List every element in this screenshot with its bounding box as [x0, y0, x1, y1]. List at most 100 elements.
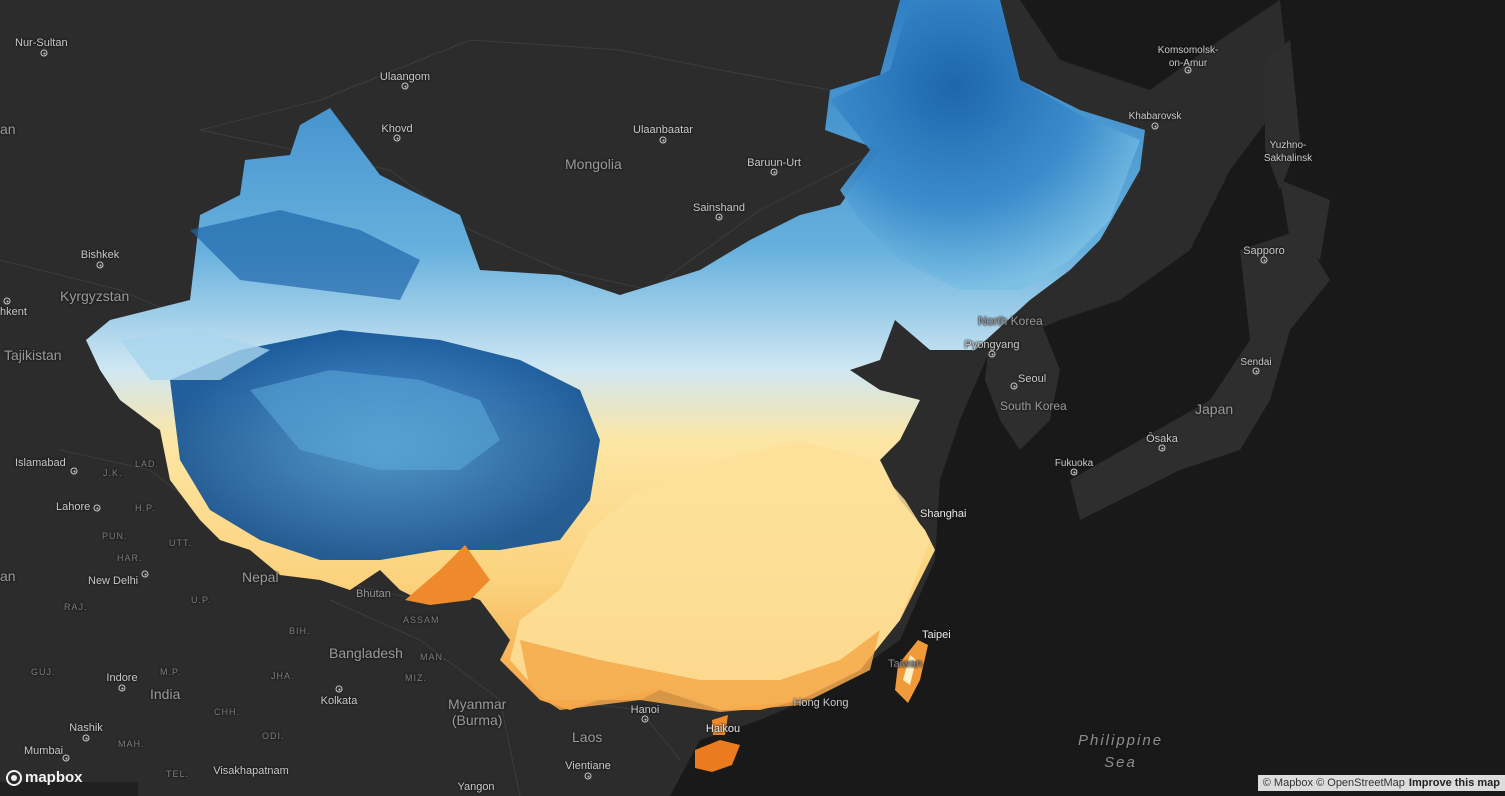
city-label-shanghai: Shanghai — [920, 508, 967, 520]
city-dot-icon — [70, 467, 78, 475]
country-label-india: India — [150, 686, 181, 702]
city-label-komsomolsk: Komsomolsk- on-Amur — [1157, 45, 1219, 69]
city-label-vientiane: Vientiane — [565, 760, 611, 772]
city-label-khovd: Khovd — [381, 123, 413, 135]
mapbox-logo-text: mapbox — [25, 769, 83, 786]
city-dot-icon — [62, 754, 70, 762]
state-label-mah: MAH. — [118, 739, 145, 749]
city-label-sainshand: Sainshand — [693, 202, 745, 214]
label-west-edge: an — [0, 121, 16, 137]
warm-zone-south — [510, 440, 930, 710]
country-label-laos: Laos — [572, 729, 603, 745]
island-hainan — [695, 740, 740, 772]
city-label-nashik: Nashik — [69, 722, 103, 734]
city-label-hong-kong: Hong Kong — [793, 697, 849, 709]
city-label-sapporo: Sapporo — [1243, 245, 1285, 257]
state-label-har: HAR. — [117, 553, 143, 563]
city-label-osaka: Ōsaka — [1146, 433, 1178, 445]
city-dot-icon — [118, 684, 126, 692]
state-label-man: MAN. — [420, 652, 447, 662]
city-dot-icon — [1260, 256, 1268, 264]
country-label-tajikistan: Tajikistan — [4, 347, 62, 363]
state-label-hp: H.P. — [135, 503, 156, 513]
city-label-mumbai: Mumbai — [24, 745, 64, 757]
hot-zone-southwest — [405, 545, 490, 605]
city-dot-icon — [1010, 382, 1018, 390]
city-label-visakhapatnam: Visakhapatnam — [213, 765, 289, 777]
country-label-taiwan: Taiwan — [888, 658, 923, 670]
sea-label-philippine-sea: Philippine Sea — [1078, 732, 1164, 771]
city-label-haikou: Haikou — [705, 723, 741, 735]
city-label-ulaanbaatar: Ulaanbaatar — [633, 124, 693, 136]
city-dot-icon — [715, 213, 723, 221]
land-sakhalin — [1265, 40, 1300, 190]
city-dot-icon — [141, 570, 149, 578]
city-label-kolkata: Kolkata — [320, 695, 358, 707]
city-dot-icon — [82, 734, 90, 742]
city-label-sendai: Sendai — [1240, 357, 1272, 368]
land-korea — [985, 320, 1060, 450]
city-dot-icon — [1158, 444, 1166, 452]
country-label-bangladesh: Bangladesh — [329, 645, 403, 661]
city-dot-icon — [1070, 468, 1078, 476]
state-label-chh: CHH. — [214, 707, 240, 717]
state-label-odi: ODI. — [262, 731, 285, 741]
cold-zone-plateau-inner — [250, 370, 500, 470]
improve-map-link[interactable]: Improve this map — [1408, 777, 1500, 789]
state-label-guj: GUJ. — [31, 667, 56, 677]
state-label-lad: LAD. — [135, 459, 160, 469]
country-label-nepal: Nepal — [242, 569, 279, 585]
mapbox-logo[interactable]: mapbox — [6, 769, 83, 786]
label-west-edge-2: an — [0, 568, 16, 584]
city-label-new-delhi: New Delhi — [88, 575, 139, 587]
city-label-yuzhno-sakhalinsk: Yuzhno- Sakhalinsk — [1263, 140, 1313, 164]
state-label-assam: ASSAM — [403, 615, 440, 625]
state-label-up: U.P. — [191, 595, 212, 605]
city-dot-icon — [641, 715, 649, 723]
island-leizhou — [712, 715, 728, 735]
country-label-myanmar: Myanmar (Burma) — [448, 696, 507, 728]
state-label-mp: M.P. — [160, 667, 182, 677]
city-dot-icon — [988, 350, 996, 358]
state-label-pun: PUN. — [102, 531, 128, 541]
city-label-bishkek: Bishkek — [80, 249, 120, 261]
city-dot-icon — [659, 136, 667, 144]
city-label-pyongyang: Pyongyang — [964, 339, 1020, 351]
mild-zone-tarim — [120, 330, 270, 380]
city-label-fukuoka: Fukuoka — [1054, 458, 1094, 469]
state-label-raj: RAJ. — [64, 602, 88, 612]
cold-zone-tianshan — [190, 210, 420, 300]
state-label-tel: TEL. — [166, 769, 190, 779]
city-dot-icon — [1151, 122, 1159, 130]
bottom-strip — [0, 782, 138, 796]
state-label-bih: BIH. — [289, 626, 311, 636]
city-dot-icon — [335, 685, 343, 693]
state-label-utt: UTT. — [169, 538, 192, 548]
city-dot-icon — [1184, 66, 1192, 74]
city-dot-icon — [1252, 367, 1260, 375]
country-label-south-korea: South Korea — [1000, 399, 1067, 413]
country-label-bhutan: Bhutan — [356, 588, 391, 600]
city-label-baruun-urt: Baruun-Urt — [747, 157, 801, 169]
city-dot-icon — [584, 772, 592, 780]
attribution-text[interactable]: © Mapbox © OpenStreetMap — [1262, 777, 1405, 789]
attribution-bar: © Mapbox © OpenStreetMap Improve this ma… — [1257, 775, 1505, 791]
hot-zone-coast — [520, 630, 880, 712]
city-dot-icon — [401, 82, 409, 90]
city-label-khabarovsk: Khabarovsk — [1128, 111, 1182, 122]
city-label-seoul: Seoul — [1018, 373, 1047, 385]
city-label-lahore: Lahore — [56, 501, 91, 513]
state-label-jk: J.K. — [103, 468, 123, 478]
country-label-north-korea: North Korea — [978, 314, 1043, 328]
city-dot-icon — [393, 134, 401, 142]
mapbox-logo-icon — [6, 769, 22, 786]
city-label-taipei: Taipei — [922, 629, 951, 641]
city-dot-icon — [93, 504, 101, 512]
cold-zone-northeast — [830, 0, 1140, 290]
country-label-japan: Japan — [1195, 401, 1234, 417]
city-dot-icon — [96, 261, 104, 269]
city-dot-icon — [770, 168, 778, 176]
city-label-hanoi: Hanoi — [630, 704, 660, 716]
